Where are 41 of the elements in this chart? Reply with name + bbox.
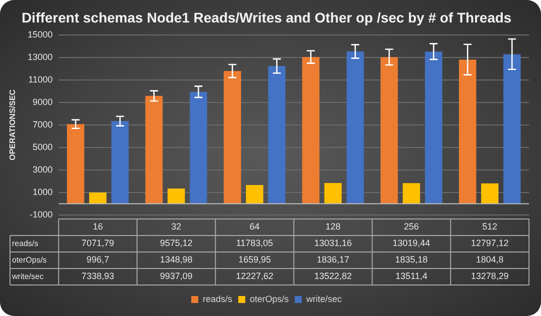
data-label: 7338,93	[82, 271, 114, 282]
data-label: 9575,12	[160, 238, 192, 248]
data-label: 1836,17	[316, 254, 350, 265]
data-label: 12797,12	[471, 238, 509, 248]
legend-label: write/sec	[305, 294, 342, 304]
x-tick-label: 512	[482, 222, 498, 232]
y-tick-label: 5000	[32, 142, 53, 152]
data-label: 13511,4	[395, 271, 428, 282]
x-tick-label: 128	[325, 222, 341, 232]
x-tick-label: 64	[250, 222, 260, 232]
legend-label: oterOps/s	[250, 294, 290, 304]
y-tick-label: -1000	[30, 209, 53, 220]
x-tick-label: 256	[404, 222, 419, 232]
y-tick-label: 7000	[32, 119, 53, 130]
data-label: 12227,62	[236, 271, 274, 282]
data-label: 9937,09	[160, 271, 192, 282]
chart-title: Different schemas Node1 Reads/Writes and Other op /sec by # of Threads	[22, 9, 512, 26]
y-tick-label: 11000	[28, 74, 53, 84]
legend-label: reads/s	[202, 294, 233, 304]
data-label: 11783,05	[236, 238, 274, 248]
text: write/sec	[12, 272, 44, 281]
y-tick-label: 15000	[28, 29, 53, 40]
data-label: 1348,98	[160, 254, 192, 265]
y-tick-label: 13000	[28, 52, 53, 62]
y-axis-title: OPERATIONS/SEC	[8, 89, 18, 160]
text: reads/s	[12, 238, 38, 248]
data-label: 1835,18	[395, 254, 428, 265]
text: oterOps/s	[12, 255, 47, 264]
data-label: 13031,16	[314, 238, 352, 248]
x-tick-label: 32	[171, 222, 182, 232]
data-label: 13278,29	[471, 271, 509, 282]
data-label: 13019,44	[392, 238, 430, 248]
data-label: 13522,82	[314, 271, 352, 282]
y-tick-label: 3000	[32, 164, 53, 174]
data-label: 7071,79	[82, 238, 114, 248]
data-label: 1659,95	[238, 254, 271, 265]
x-tick-label: 16	[92, 222, 103, 232]
y-tick-label: 1000	[32, 186, 53, 197]
y-tick-label: 9000	[32, 96, 53, 107]
data-label: 996,7	[86, 254, 110, 265]
data-label: 1804,8	[476, 254, 504, 265]
